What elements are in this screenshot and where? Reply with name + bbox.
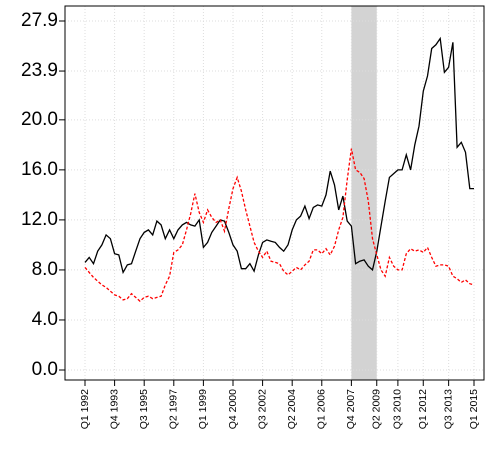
y-tick-label: 27.9 bbox=[21, 10, 58, 31]
x-tick-label: Q1 2015 bbox=[468, 389, 480, 429]
x-tick-label: Q2 1997 bbox=[168, 389, 180, 429]
y-tick-label: 8.0 bbox=[32, 259, 58, 280]
y-tick-label: 23.9 bbox=[21, 60, 58, 81]
plot-frame bbox=[64, 5, 485, 381]
x-tick-label: Q1 1999 bbox=[197, 389, 209, 429]
x-tick-label: Q3 2013 bbox=[442, 389, 454, 429]
data-line bbox=[84, 36, 474, 275]
y-tick-label: 16.0 bbox=[21, 159, 58, 180]
y-tick-label: 12.0 bbox=[21, 209, 58, 230]
x-tick-label: Q1 2012 bbox=[417, 389, 429, 429]
x-tick-label: Q3 2002 bbox=[256, 389, 268, 429]
x-tick-label: Q4 1993 bbox=[108, 389, 120, 429]
shaded-period bbox=[351, 6, 377, 380]
x-tick-label: Q2 2004 bbox=[286, 389, 298, 429]
x-tick-label: Q3 1995 bbox=[138, 389, 150, 429]
y-tick-label: 0.0 bbox=[32, 359, 58, 380]
x-tick-label: Q1 1992 bbox=[79, 389, 91, 429]
y-tick-label: 4.0 bbox=[32, 309, 58, 330]
data-line bbox=[84, 148, 475, 303]
x-tick-label: Q1 2006 bbox=[316, 389, 328, 429]
x-tick-label: Q3 2010 bbox=[392, 389, 404, 429]
x-tick-label: Q4 2000 bbox=[227, 389, 239, 429]
y-tick-label: 20.0 bbox=[21, 109, 58, 130]
x-tick-label: Q4 2007 bbox=[345, 389, 357, 429]
x-tick-label: Q2 2009 bbox=[371, 389, 383, 429]
